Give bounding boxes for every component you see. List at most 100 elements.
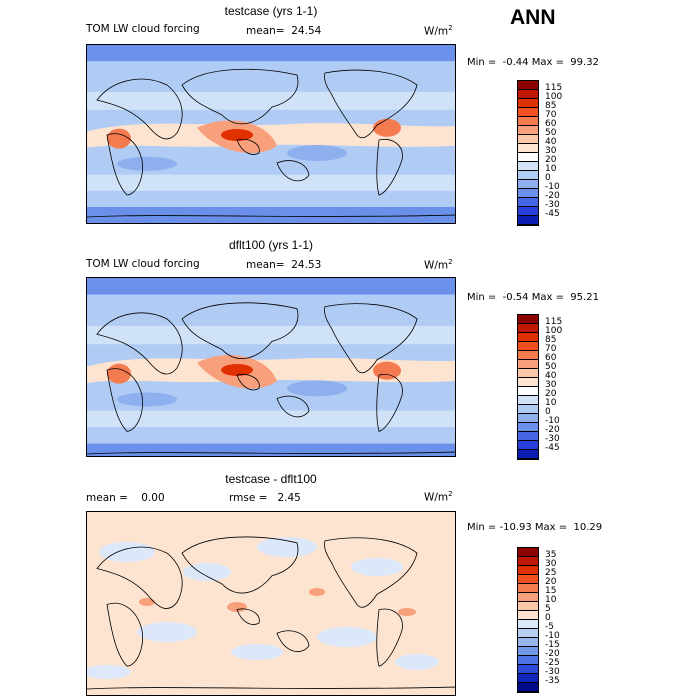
colorbar-cell (518, 396, 538, 405)
colorbar-cell (518, 450, 538, 459)
colorbar-tick-label: 70 (545, 110, 557, 120)
antarctica-coast (87, 686, 455, 690)
america-max (373, 118, 401, 137)
colorbar-tick-label: -10 (545, 631, 560, 641)
colorbar-tick-label: 20 (545, 577, 557, 587)
colorbar-tick-label: 35 (545, 550, 557, 560)
colorbar-cell (518, 180, 538, 189)
negative-anomaly (317, 627, 377, 647)
map-plot (86, 44, 456, 224)
negative-anomaly (257, 537, 317, 557)
colorbar-cell (518, 548, 538, 557)
coastline (96, 546, 183, 609)
panel-title: testcase (yrs 1-1) (224, 4, 318, 18)
coastlines (87, 302, 455, 455)
warm-pool-core (221, 129, 253, 141)
colorbar-tick-label: 70 (545, 344, 557, 354)
positive-anomaly (398, 608, 416, 616)
mean-label: mean= 24.53 (246, 259, 322, 271)
colorbar-cell (518, 216, 538, 225)
polar-band-north (87, 278, 455, 295)
coastlines (87, 68, 455, 218)
coastline (236, 373, 260, 391)
coastline (96, 78, 183, 140)
antarctica-coast (87, 451, 455, 455)
colorbar-tick-label: -15 (545, 640, 560, 650)
colorbar-cell (518, 441, 538, 450)
colorbar-tick-label: 60 (545, 119, 557, 129)
africa-max (107, 128, 131, 149)
negative-anomaly (231, 644, 283, 660)
negative-anomaly (395, 654, 439, 670)
colorbar-cell (518, 207, 538, 216)
colorbar-tick-label: 10 (545, 164, 557, 174)
negative-anomaly (87, 665, 131, 679)
polar-band-north (87, 45, 455, 62)
positive-anomaly (227, 602, 247, 612)
colorbar (517, 80, 539, 226)
colorbar-tick-label: 30 (545, 380, 557, 390)
colorbar-cell (518, 117, 538, 126)
colorbar-cell (518, 423, 538, 432)
panel-title: dflt100 (yrs 1-1) (228, 238, 314, 252)
coastline (324, 303, 418, 374)
colorbar (517, 314, 539, 460)
subtropic-low (117, 392, 177, 407)
coastline (276, 160, 310, 182)
colorbar-tick-label: 30 (545, 146, 557, 156)
colorbar-tick-label: -5 (545, 622, 554, 632)
colorbar-tick-label: 10 (545, 398, 557, 408)
colorbar-cell (518, 575, 538, 584)
colorbar-cell (518, 378, 538, 387)
coastline (276, 630, 310, 653)
colorbar-cell (518, 162, 538, 171)
colorbar-tick-label: -10 (545, 416, 560, 426)
colorbar-cell (518, 144, 538, 153)
map-field (87, 278, 455, 456)
colorbar-cell (518, 198, 538, 207)
colorbar-tick-label: 40 (545, 371, 557, 381)
field-name: TOM LW cloud forcing (86, 23, 200, 35)
colorbar-tick-label: -20 (545, 191, 560, 201)
coastline (376, 138, 403, 196)
colorbar (517, 547, 539, 693)
colorbar-cell (518, 324, 538, 333)
colorbar-cell (518, 674, 538, 683)
colorbar-tick-label: 0 (545, 173, 551, 183)
coastline (324, 537, 418, 608)
colorbar-tick-label: 30 (545, 559, 557, 569)
colorbar-tick-label: 20 (545, 155, 557, 165)
colorbar-tick-label: 50 (545, 128, 557, 138)
colorbar-cell (518, 432, 538, 441)
colorbar-cell (518, 153, 538, 162)
storm-track-south (87, 174, 455, 191)
colorbar-tick-label: 40 (545, 137, 557, 147)
positive-anomaly (309, 588, 325, 596)
colorbar-tick-label: 0 (545, 613, 551, 623)
colorbar-tick-label: 115 (545, 83, 563, 93)
colorbar-tick-label: 115 (545, 317, 563, 327)
colorbar-cell (518, 593, 538, 602)
colorbar-tick-label: -30 (545, 667, 560, 677)
colorbar-cell (518, 315, 538, 324)
colorbar-cell (518, 647, 538, 656)
colorbar-cell (518, 683, 538, 692)
colorbar-tick-label: 85 (545, 335, 557, 345)
colorbar-cell (518, 90, 538, 99)
coastline (181, 68, 299, 125)
subtropic-low (287, 145, 347, 161)
map-plot (86, 277, 456, 457)
storm-track-south (87, 410, 455, 428)
map-field (87, 512, 455, 695)
map-plot (86, 511, 456, 696)
coastline (376, 608, 403, 667)
coastline (96, 312, 183, 375)
mean-label: mean= 24.54 (246, 25, 322, 37)
colorbar-tick-label: 5 (545, 604, 551, 614)
colorbar-tick-label: 100 (545, 92, 563, 102)
colorbar-cell (518, 629, 538, 638)
colorbar-cell (518, 405, 538, 414)
america-max (373, 361, 401, 380)
colorbar-cell (518, 414, 538, 423)
colorbar-cell (518, 81, 538, 90)
